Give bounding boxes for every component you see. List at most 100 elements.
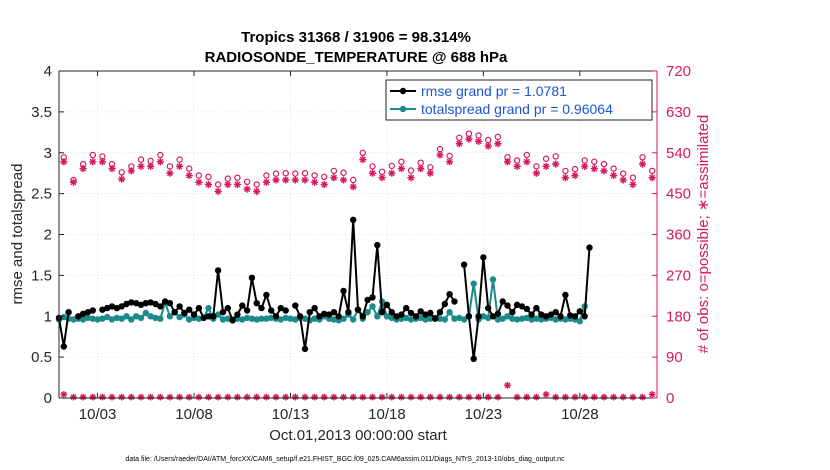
totalspread-point — [248, 315, 256, 322]
obs-rejected-point — [475, 393, 482, 401]
rmse-point — [248, 274, 256, 281]
obs-assimilated-stroke — [465, 136, 472, 143]
rmse-point — [523, 305, 530, 313]
obs-assimilated-stroke — [552, 161, 559, 168]
obs-assimilated-point — [503, 158, 512, 166]
obs-rejected-point — [436, 393, 444, 401]
obs-rejected-point — [340, 393, 347, 401]
totalspread-point — [239, 316, 246, 323]
rmse-point — [533, 304, 540, 312]
obs-possible-point — [533, 163, 540, 170]
obs-rejected-point — [455, 393, 463, 401]
x-tick-label: 10/28 — [561, 406, 599, 423]
totalspread-point — [142, 309, 149, 317]
obs-assimilated-stroke — [147, 163, 154, 170]
obs-rejected-stroke — [167, 394, 173, 400]
obs-assimilated-point — [262, 178, 270, 186]
obs-rejected-point — [137, 393, 145, 401]
rmse-point — [586, 244, 593, 251]
obs-rejected-stroke — [350, 394, 357, 400]
obs-rejected-stroke — [562, 394, 569, 400]
obs-assimilated-point — [291, 176, 299, 184]
totalspread-point — [113, 314, 121, 322]
chart-title: Tropics 31368 / 31906 = 98.314% — [241, 29, 471, 46]
x-axis-label: Oct.01,2013 00:00:00 start — [269, 427, 447, 444]
obs-assimilated-point — [513, 162, 521, 170]
rmse-point — [340, 287, 347, 295]
totalspread-point — [287, 315, 294, 322]
obs-assimilated-stroke — [379, 174, 386, 181]
totalspread-point — [552, 316, 559, 323]
obs-assimilated-point — [581, 162, 589, 170]
obs-possible-point — [620, 170, 627, 177]
rmse-point — [301, 345, 309, 353]
rmse-point — [60, 343, 67, 350]
legend-rmse-label: rmse grand pr = 1.0781 — [421, 83, 567, 99]
obs-rejected-point — [417, 393, 425, 401]
totalspread-point — [451, 315, 458, 322]
obs-rejected-stroke — [138, 394, 144, 400]
rmse-point — [494, 310, 502, 317]
obs-rejected-point — [224, 393, 232, 401]
rmse-point — [489, 313, 497, 320]
obs-assimilated-stroke — [350, 183, 357, 190]
rmse-point — [113, 304, 121, 312]
rmse-point — [306, 309, 313, 316]
rmse-point — [398, 311, 405, 318]
totalspread-point — [470, 280, 477, 287]
obs-rejected-stroke — [224, 394, 231, 400]
obs-possible-point — [234, 174, 241, 181]
obs-assimilated-point — [185, 171, 193, 180]
obs-possible-point — [350, 176, 357, 184]
obs-assimilated-stroke — [475, 138, 482, 145]
obs-assimilated-point — [214, 187, 222, 195]
totalspread-point — [460, 316, 468, 323]
obs-possible-point — [321, 173, 328, 180]
legend-box — [385, 79, 653, 121]
obs-assimilated-point — [407, 174, 415, 182]
obs-possible-point — [523, 151, 531, 159]
obs-assimilated-stroke — [591, 165, 598, 172]
obs-assimilated-point — [494, 140, 502, 148]
obs-rejected-stroke — [427, 394, 434, 400]
totalspread-point — [350, 316, 357, 323]
obs-rejected-point — [369, 393, 376, 401]
rmse-point — [417, 308, 424, 315]
obs-rejected-point — [494, 393, 502, 401]
obs-assimilated-point — [436, 151, 444, 159]
rmse-point — [176, 303, 183, 310]
rmse-point — [330, 309, 338, 316]
obs-possible-point — [359, 149, 366, 156]
obs-rejected-point — [205, 393, 212, 401]
obs-assimilated-point — [98, 158, 106, 166]
rmse-point — [186, 306, 193, 313]
rmse-point — [84, 309, 92, 316]
obs-possible-point — [388, 162, 395, 170]
obs-assimilated-stroke — [417, 165, 424, 172]
obs-rejected-point — [156, 393, 164, 401]
obs-possible-point — [649, 167, 656, 175]
totalspread-point — [214, 311, 222, 318]
y-axis-left-label: rmse and totalspread — [9, 164, 26, 305]
rmse-point — [364, 296, 371, 304]
totalspread-point — [258, 315, 265, 322]
obs-assimilated-stroke — [253, 188, 260, 195]
obs-rejected-point — [234, 393, 241, 401]
obs-assimilated-point — [532, 169, 540, 177]
rmse-point — [282, 307, 289, 314]
obs-rejected-stroke — [195, 394, 202, 400]
totalspread-point — [311, 315, 318, 322]
obs-rejected-point — [648, 391, 656, 398]
obs-rejected-stroke — [128, 394, 135, 400]
obs-rejected-point — [195, 393, 203, 401]
obs-possible-point — [89, 151, 97, 159]
obs-possible-point — [263, 172, 270, 179]
obs-assimilated-stroke — [543, 163, 550, 170]
legend-rmse-marker — [399, 87, 407, 95]
obs-rejected-point — [127, 393, 135, 401]
rmse-point — [229, 317, 236, 324]
obs-rejected-stroke — [99, 394, 106, 400]
obs-rejected-stroke — [601, 394, 607, 400]
totalspread-point — [436, 315, 444, 322]
axis-ticks: 10/03 10/08 10/13 10/18 10/23 10/28 0 0.5 1 1.5 2 2… — [31, 63, 691, 423]
